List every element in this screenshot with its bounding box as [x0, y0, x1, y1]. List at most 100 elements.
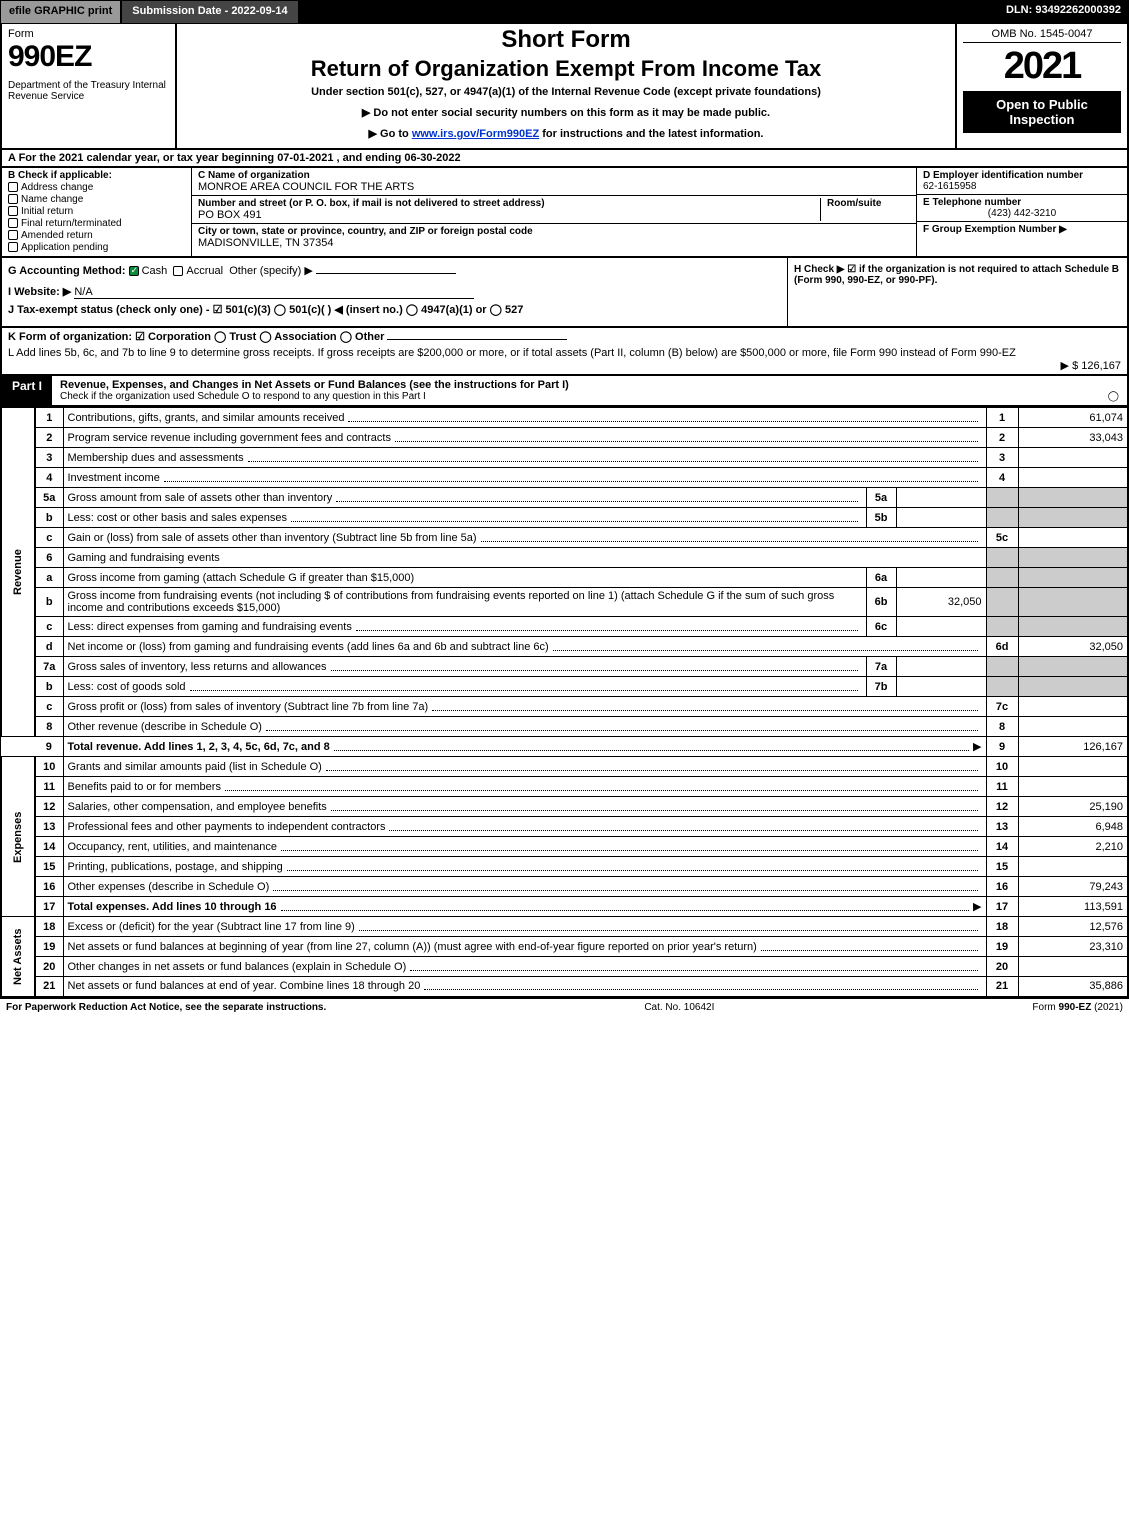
org-name-row: C Name of organization MONROE AREA COUNC…	[192, 168, 916, 196]
side-label-netassets: Net Assets	[1, 917, 35, 997]
checkbox-icon	[8, 182, 18, 192]
header-center: Short Form Return of Organization Exempt…	[177, 24, 957, 148]
rt-ln: 1	[986, 408, 1018, 428]
desc: Gross income from fundraising events (no…	[63, 588, 866, 617]
desc: Occupancy, rent, utilities, and maintena…	[63, 837, 986, 857]
mid-val	[896, 617, 986, 637]
row-15: 15 Printing, publications, postage, and …	[1, 857, 1128, 877]
desc: Less: direct expenses from gaming and fu…	[63, 617, 866, 637]
rt-ln: 7c	[986, 697, 1018, 717]
ln: 20	[35, 957, 63, 977]
arrow-icon: ▶	[973, 900, 981, 913]
short-form-title: Short Form	[185, 26, 947, 54]
row-18: Net Assets 18 Excess or (deficit) for th…	[1, 917, 1128, 937]
checkbox-address-change[interactable]: Address change	[8, 182, 185, 193]
rt-ln-grey	[986, 617, 1018, 637]
desc-text: Grants and similar amounts paid (list in…	[68, 761, 322, 773]
phone-row: E Telephone number (423) 442-3210	[917, 195, 1127, 222]
checkbox-accrual-icon[interactable]	[173, 266, 183, 276]
ln: a	[35, 568, 63, 588]
mid-ln: 5b	[866, 508, 896, 528]
rt-val-grey	[1018, 548, 1128, 568]
section-bcdef: B Check if applicable: Address change Na…	[0, 168, 1129, 258]
rt-val	[1018, 777, 1128, 797]
ln: b	[35, 588, 63, 617]
row-21: 21 Net assets or fund balances at end of…	[1, 977, 1128, 997]
row-10: Expenses 10 Grants and similar amounts p…	[1, 757, 1128, 777]
checkbox-label: Application pending	[21, 242, 108, 253]
row-8: 8 Other revenue (describe in Schedule O)…	[1, 717, 1128, 737]
desc: Membership dues and assessments	[63, 448, 986, 468]
top-bar-spacer	[299, 0, 998, 24]
rt-val: 79,243	[1018, 877, 1128, 897]
rt-val-grey	[1018, 568, 1128, 588]
department-label: Department of the Treasury Internal Reve…	[8, 80, 169, 102]
section-b-title: B Check if applicable:	[8, 170, 185, 181]
ln: c	[35, 528, 63, 548]
rt-ln: 21	[986, 977, 1018, 997]
part1-title-wrap: Revenue, Expenses, and Changes in Net As…	[52, 376, 1127, 405]
rt-ln: 10	[986, 757, 1018, 777]
rt-val: 61,074	[1018, 408, 1128, 428]
ln: d	[35, 637, 63, 657]
row-5c: c Gain or (loss) from sale of assets oth…	[1, 528, 1128, 548]
section-ghij: G Accounting Method: Cash Accrual Other …	[0, 258, 1129, 328]
rt-ln: 2	[986, 428, 1018, 448]
rt-ln: 18	[986, 917, 1018, 937]
checkbox-label: Final return/terminated	[21, 218, 122, 229]
side-label-blank	[1, 737, 35, 757]
arrow-icon: ▶	[973, 740, 981, 753]
mid-ln: 6c	[866, 617, 896, 637]
checkbox-label: Name change	[21, 194, 83, 205]
checkbox-icon	[8, 242, 18, 252]
part1-sub-checkbox[interactable]: ◯	[1108, 391, 1119, 402]
ln: c	[35, 617, 63, 637]
desc-text: Occupancy, rent, utilities, and maintena…	[68, 841, 278, 853]
desc-text: Gross amount from sale of assets other t…	[68, 492, 333, 504]
checkbox-name-change[interactable]: Name change	[8, 194, 185, 205]
rt-val	[1018, 757, 1128, 777]
ln: 13	[35, 817, 63, 837]
desc: Contributions, gifts, grants, and simila…	[63, 408, 986, 428]
ln: c	[35, 697, 63, 717]
rt-val: 113,591	[1018, 897, 1128, 917]
desc-text: Total revenue. Add lines 1, 2, 3, 4, 5c,…	[68, 741, 330, 753]
footer-left: For Paperwork Reduction Act Notice, see …	[6, 1002, 326, 1013]
k-other-blank	[387, 339, 567, 340]
checkbox-initial-return[interactable]: Initial return	[8, 206, 185, 217]
rt-val: 32,050	[1018, 637, 1128, 657]
part1-sub: Check if the organization used Schedule …	[60, 391, 426, 402]
section-c: C Name of organization MONROE AREA COUNC…	[192, 168, 917, 256]
rt-ln: 16	[986, 877, 1018, 897]
checkbox-cash-icon[interactable]	[129, 266, 139, 276]
irs-link[interactable]: www.irs.gov/Form990EZ	[412, 128, 539, 140]
footer-right-pre: Form	[1032, 1002, 1058, 1013]
checkbox-application-pending[interactable]: Application pending	[8, 242, 185, 253]
street-value: PO BOX 491	[198, 209, 820, 221]
rt-ln: 12	[986, 797, 1018, 817]
row-3: 3 Membership dues and assessments 3	[1, 448, 1128, 468]
side-label-revenue: Revenue	[1, 408, 35, 737]
checkbox-final-return[interactable]: Final return/terminated	[8, 218, 185, 229]
footer-center: Cat. No. 10642I	[644, 1002, 714, 1013]
header-left: Form 990EZ Department of the Treasury In…	[2, 24, 177, 148]
desc: Other revenue (describe in Schedule O)	[63, 717, 986, 737]
mid-val	[896, 677, 986, 697]
desc: Gross income from gaming (attach Schedul…	[63, 568, 866, 588]
row-19: 19 Net assets or fund balances at beginn…	[1, 937, 1128, 957]
ln: 21	[35, 977, 63, 997]
ln: 7a	[35, 657, 63, 677]
website-label: I Website: ▶	[8, 286, 71, 298]
ln: 5a	[35, 488, 63, 508]
row-7c: c Gross profit or (loss) from sales of i…	[1, 697, 1128, 717]
website-line: I Website: ▶ N/A	[8, 285, 781, 299]
rt-val	[1018, 957, 1128, 977]
desc: Salaries, other compensation, and employ…	[63, 797, 986, 817]
goto-line: ▶ Go to www.irs.gov/Form990EZ for instru…	[185, 127, 947, 140]
checkbox-amended-return[interactable]: Amended return	[8, 230, 185, 241]
desc: Excess or (deficit) for the year (Subtra…	[63, 917, 986, 937]
row-5b: b Less: cost or other basis and sales ex…	[1, 508, 1128, 528]
mid-val	[896, 508, 986, 528]
rt-val: 6,948	[1018, 817, 1128, 837]
desc: Other expenses (describe in Schedule O)	[63, 877, 986, 897]
